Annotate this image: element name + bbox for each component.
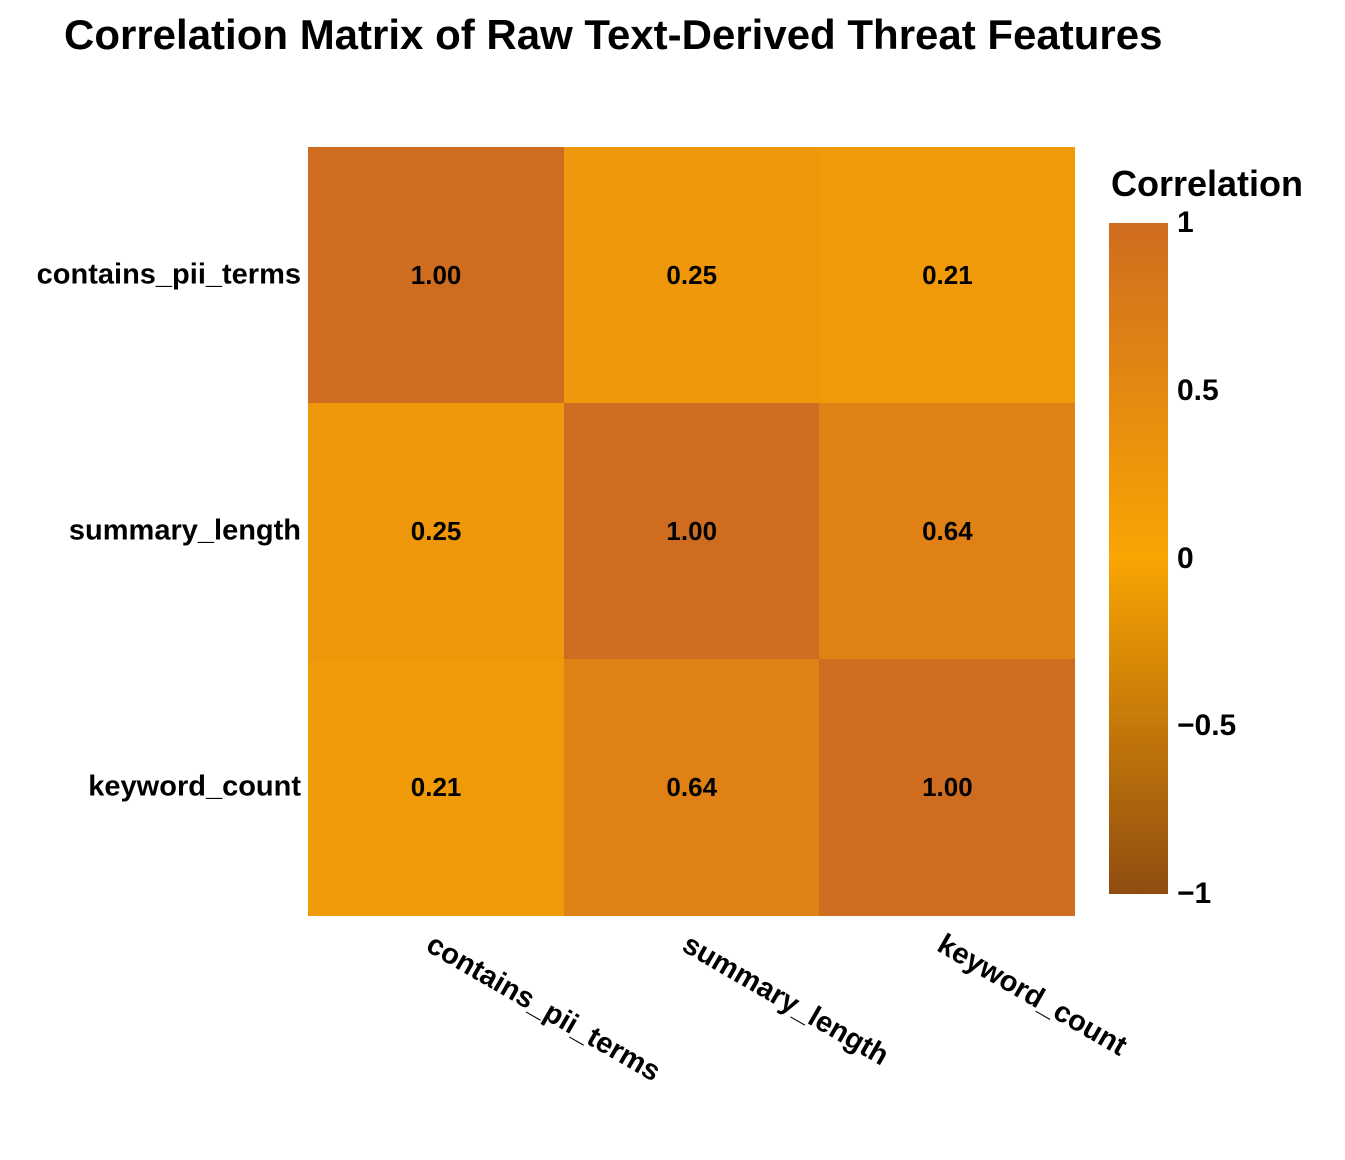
colorbar-tick-label: 0 [1177,541,1194,575]
x-axis-label: keyword_count [932,928,1133,1063]
colorbar-tick-label: 0.5 [1177,373,1219,407]
heatmap-cell: 0.25 [563,147,820,404]
heatmap-cell-value: 0.25 [666,259,718,290]
heatmap-cell: 1.00 [563,403,820,660]
y-axis-label: keyword_count [88,770,301,803]
heatmap-cell-value: 0.64 [666,771,718,802]
heatmap-cell-value: 0.21 [922,259,973,290]
chart-title: Correlation Matrix of Raw Text-Derived T… [64,11,1163,58]
heatmap-cell: 0.25 [308,403,565,660]
y-axis-label: summary_length [68,514,301,547]
colorbar-tick-labels: 1 0.5 0 −0.5 −1 [1177,208,1297,909]
heatmap-cell: 0.64 [819,403,1076,660]
heatmap-grid: 1.00 0.25 0.21 0.25 1.00 0.64 0.21 0.64 1.00 [308,147,1076,916]
heatmap-cell: 1.00 [308,147,565,404]
y-axis-label: contains_pii_terms [36,258,301,291]
colorbar-tick-label: −0.5 [1177,709,1237,743]
x-axis-label: summary_length [676,928,894,1073]
colorbar-title: Correlation [1111,163,1304,204]
colorbar-gradient [1109,223,1168,894]
heatmap-cell-value: 1.00 [666,515,718,546]
colorbar-tick-label: −1 [1177,877,1212,910]
heatmap-cell: 0.64 [563,659,820,916]
x-axis-label: contains_pii_terms [420,928,666,1089]
heatmap-cell-value: 0.21 [410,771,462,802]
heatmap-cell-value: 0.64 [922,515,973,546]
heatmap-cell: 0.21 [819,147,1076,404]
heatmap-cell-value: 1.00 [410,259,462,290]
heatmap-cell-value: 1.00 [922,771,973,802]
heatmap-cell-value: 0.25 [410,515,462,546]
heatmap-cell: 1.00 [819,659,1076,916]
heatmap-cell: 0.21 [308,659,565,916]
colorbar-tick-label: 1 [1177,206,1194,239]
